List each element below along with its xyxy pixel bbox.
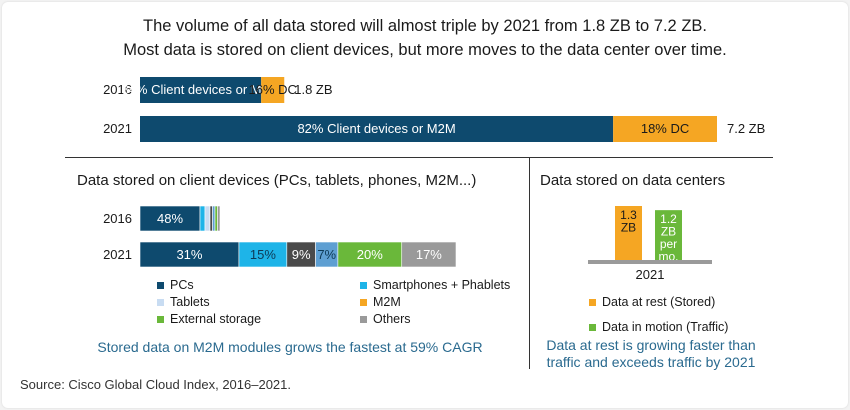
total-zb-label: 1.8 ZB xyxy=(294,82,332,97)
client-segment xyxy=(209,205,213,232)
dc-bar-label: 1.2 xyxy=(660,212,677,226)
dc-baseline xyxy=(588,260,712,264)
client-segment xyxy=(139,241,240,268)
client-segment xyxy=(212,205,216,232)
client-segment xyxy=(337,241,403,268)
source-note: Source: Cisco Global Cloud Index, 2016–2… xyxy=(20,377,292,392)
data-at-rest-bar xyxy=(615,206,642,260)
dc-bar-label: 18% DC xyxy=(641,121,689,136)
data-in-motion-bar xyxy=(655,210,682,260)
dc-section-title: Data stored on data centers xyxy=(540,172,726,189)
legend-swatch-data-in-motion xyxy=(589,323,596,331)
client-segment-label: 48% xyxy=(157,211,183,226)
client-segment-label: 20% xyxy=(357,247,383,262)
client-year-label: 2016 xyxy=(103,211,132,226)
legend-others: Others xyxy=(360,312,411,326)
client-devices-bar xyxy=(140,116,614,142)
dc-bar-label: ZB xyxy=(621,221,636,235)
dc-bar-label: per xyxy=(660,237,677,251)
client-devices-bar xyxy=(140,77,262,103)
headline-line-2: Most data is stored on client devices, b… xyxy=(123,41,727,59)
client-section-note: Stored data on M2M modules grows the fas… xyxy=(97,339,483,355)
client-segment xyxy=(401,241,457,268)
legend-label-pcs: PCs xyxy=(170,278,194,292)
dc-bar-label: 16% DC xyxy=(248,82,296,97)
dc-bar-label: ZB xyxy=(661,225,676,239)
client-segment xyxy=(204,205,211,232)
client-devices-chart: 2016 48% 2021 31% 15% 9% 7% 20% 17% xyxy=(103,205,457,268)
client-segment-label: 9% xyxy=(292,247,311,262)
legend-label-smartphones: Smartphones + Phablets xyxy=(373,278,511,292)
total-zb-label: 7.2 ZB xyxy=(727,121,765,136)
client-segment xyxy=(217,205,221,232)
legend-swatch-pcs xyxy=(157,281,164,289)
client-segment-label: 15% xyxy=(250,247,276,262)
vertical-divider xyxy=(529,157,530,369)
client-segment-label: 17% xyxy=(416,247,442,262)
legend-smartphones: Smartphones + Phablets xyxy=(360,278,510,292)
legend-label-tablets: Tablets xyxy=(170,295,210,309)
dc-section-note-line-1: Data at rest is growing faster than xyxy=(546,337,756,353)
dc-bar xyxy=(261,77,285,103)
top-year-label: 2021 xyxy=(103,121,132,136)
legend-swatch-smartphones xyxy=(360,281,367,289)
client-segment xyxy=(199,205,206,232)
legend-swatch-others xyxy=(360,315,367,323)
client-devices-bar-label: 82% Client devices or M2M xyxy=(297,121,455,136)
headline-line-1: The volume of all data stored will almos… xyxy=(142,17,707,35)
legend-label-others: Others xyxy=(373,312,411,326)
legend-label-m2m: M2M xyxy=(373,295,401,309)
legend-pcs: PCs xyxy=(157,278,194,292)
legend-tablets: Tablets xyxy=(157,295,210,309)
dc-bar-label: 1.3 xyxy=(620,208,637,222)
top-year-label: 2016 xyxy=(103,82,132,97)
legend-label-data-at-rest: Data at rest (Stored) xyxy=(602,295,716,309)
dc-year-label: 2021 xyxy=(636,267,665,282)
top-divider xyxy=(65,157,773,158)
client-segment xyxy=(286,241,316,268)
dc-bar xyxy=(613,116,717,142)
legend-label-data-in-motion: Data in motion (Traffic) xyxy=(602,320,729,334)
legend-swatch-m2m xyxy=(360,298,367,306)
legend-data-in-motion: Data in motion (Traffic) xyxy=(589,320,728,334)
legend-external-storage: External storage xyxy=(157,312,261,326)
client-devices-bar-label: 84% Client devices or M2M xyxy=(121,82,279,97)
client-year-label: 2021 xyxy=(103,247,132,262)
client-segment xyxy=(238,241,288,268)
client-segment-label: 7% xyxy=(317,247,336,262)
legend-label-external-storage: External storage xyxy=(170,312,262,326)
legend-swatch-tablets xyxy=(157,298,164,306)
client-section-title: Data stored on client devices (PCs, tabl… xyxy=(77,172,477,189)
legend-data-at-rest: Data at rest (Stored) xyxy=(589,295,715,309)
legend-m2m: M2M xyxy=(360,295,401,309)
client-segment xyxy=(139,205,201,232)
dc-section-note-line-2: traffic and exceeds traffic by 2021 xyxy=(546,354,756,370)
client-segment-label: 31% xyxy=(176,247,202,262)
client-segment xyxy=(214,205,218,232)
legend-swatch-data-at-rest xyxy=(589,298,596,306)
legend-swatch-external-storage xyxy=(157,315,164,323)
